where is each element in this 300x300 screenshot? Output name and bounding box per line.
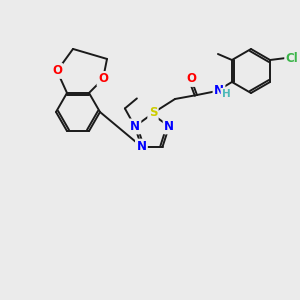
Text: N: N bbox=[136, 140, 146, 153]
Text: Cl: Cl bbox=[286, 52, 298, 64]
Text: O: O bbox=[98, 72, 108, 86]
Text: N: N bbox=[214, 83, 224, 97]
Text: H: H bbox=[222, 89, 230, 99]
Text: O: O bbox=[52, 64, 62, 77]
Text: S: S bbox=[149, 106, 157, 119]
Text: N: N bbox=[130, 120, 140, 133]
Text: N: N bbox=[164, 120, 174, 133]
Text: O: O bbox=[186, 73, 196, 85]
